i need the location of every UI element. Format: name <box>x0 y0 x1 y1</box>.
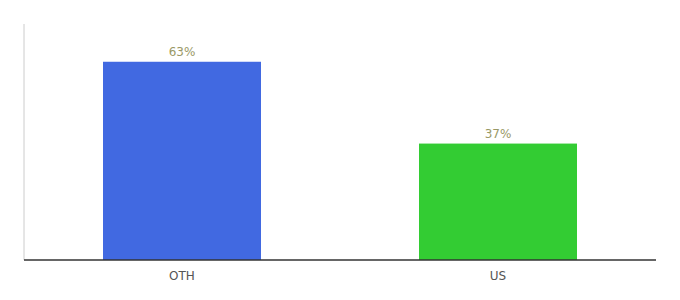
x-tick-label: OTH <box>169 269 195 283</box>
x-axis-line <box>24 259 656 261</box>
bars <box>103 62 577 260</box>
chart-container: OTH US 63% 37% <box>0 0 680 300</box>
bar <box>103 62 261 260</box>
bar <box>419 144 577 260</box>
x-tick-label: US <box>490 269 506 283</box>
chart-svg: OTH US 63% 37% <box>0 0 680 300</box>
y-axis-line <box>24 24 25 260</box>
data-label: 37% <box>485 127 512 141</box>
data-label: 63% <box>169 45 196 59</box>
